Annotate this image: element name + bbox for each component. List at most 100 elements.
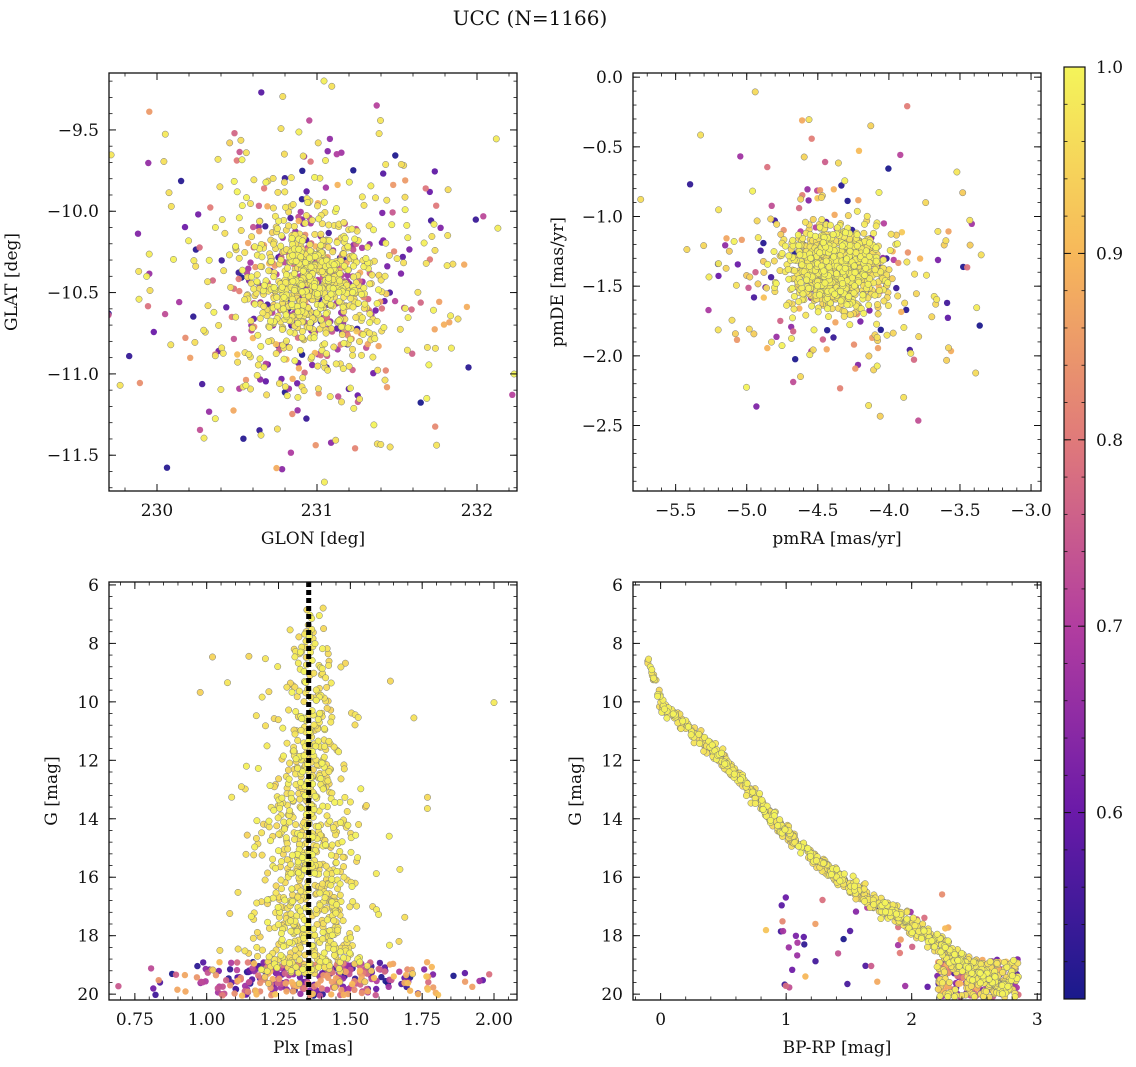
data-point bbox=[281, 970, 289, 977]
data-point bbox=[242, 850, 250, 858]
data-point bbox=[422, 185, 429, 192]
data-point bbox=[834, 950, 842, 957]
data-point bbox=[319, 645, 326, 653]
data-point bbox=[311, 230, 319, 238]
data-point bbox=[372, 870, 380, 878]
data-point bbox=[336, 848, 344, 855]
data-point bbox=[843, 301, 851, 309]
data-point bbox=[811, 232, 819, 240]
data-point bbox=[966, 241, 974, 249]
data-point bbox=[846, 311, 854, 319]
data-point bbox=[325, 274, 333, 282]
data-point bbox=[293, 927, 301, 935]
data-point bbox=[278, 326, 286, 333]
data-point bbox=[326, 962, 333, 970]
data-point bbox=[226, 513, 232, 519]
data-point bbox=[109, 151, 115, 159]
data-point bbox=[321, 743, 328, 750]
figure-title: UCC (N=1166) bbox=[452, 6, 608, 30]
data-point bbox=[312, 742, 320, 750]
data-point bbox=[461, 978, 469, 985]
data-point bbox=[347, 934, 355, 942]
data-point bbox=[347, 295, 355, 302]
data-point bbox=[196, 426, 204, 434]
data-point bbox=[277, 951, 285, 959]
data-point bbox=[109, 311, 112, 319]
data-point bbox=[715, 206, 723, 214]
data-point bbox=[797, 279, 805, 287]
data-point bbox=[898, 229, 906, 236]
data-point bbox=[245, 652, 253, 660]
data-point bbox=[323, 916, 331, 924]
data-point bbox=[200, 326, 208, 334]
y-axis-label: pmDE [mas/yr] bbox=[548, 217, 568, 347]
data-point bbox=[437, 224, 444, 231]
data-point bbox=[251, 843, 259, 851]
data-point bbox=[296, 648, 304, 656]
data-point bbox=[861, 220, 868, 228]
data-point bbox=[275, 775, 283, 783]
data-point bbox=[336, 880, 344, 888]
data-point bbox=[841, 264, 849, 272]
data-point bbox=[241, 947, 249, 955]
data-point bbox=[253, 817, 261, 825]
data-point bbox=[796, 251, 804, 259]
data-point bbox=[792, 356, 799, 363]
data-point bbox=[181, 223, 189, 231]
data-point bbox=[280, 355, 288, 363]
data-point bbox=[260, 363, 268, 371]
data-point bbox=[824, 305, 831, 313]
data-point bbox=[316, 901, 324, 909]
data-point bbox=[283, 392, 291, 400]
data-point bbox=[902, 982, 909, 990]
data-point bbox=[211, 352, 219, 360]
data-point bbox=[798, 117, 806, 124]
data-point bbox=[890, 256, 897, 264]
data-point bbox=[757, 247, 764, 254]
data-point bbox=[383, 196, 391, 204]
data-point bbox=[318, 665, 326, 673]
data-point bbox=[396, 325, 404, 333]
data-point bbox=[369, 353, 377, 361]
data-point bbox=[898, 308, 905, 316]
data-point bbox=[820, 267, 828, 275]
data-point bbox=[490, 699, 498, 707]
data-point bbox=[336, 891, 344, 899]
data-point bbox=[295, 687, 303, 695]
data-point bbox=[767, 274, 775, 281]
data-point bbox=[907, 349, 915, 357]
data-point bbox=[191, 338, 199, 346]
data-point bbox=[256, 355, 264, 363]
data-point bbox=[230, 177, 238, 185]
data-point bbox=[237, 136, 245, 144]
data-point bbox=[322, 310, 330, 318]
y-tick-label: 12 bbox=[77, 751, 99, 771]
data-point bbox=[333, 901, 341, 909]
data-point bbox=[325, 229, 332, 237]
data-point bbox=[322, 862, 330, 870]
data-point bbox=[258, 253, 266, 261]
points-pm bbox=[637, 88, 985, 424]
data-point bbox=[330, 951, 338, 959]
data-point bbox=[872, 244, 880, 252]
data-point bbox=[382, 367, 389, 374]
data-point bbox=[265, 953, 273, 961]
data-point bbox=[327, 718, 335, 726]
data-point bbox=[300, 387, 308, 395]
data-point bbox=[375, 342, 382, 350]
data-point bbox=[216, 183, 224, 191]
data-point bbox=[397, 160, 405, 168]
data-point bbox=[317, 241, 325, 249]
data-point bbox=[904, 249, 912, 256]
data-point bbox=[705, 273, 713, 281]
x-tick-label: −4.5 bbox=[797, 501, 838, 521]
data-point bbox=[333, 151, 340, 158]
data-point bbox=[351, 721, 359, 729]
data-point bbox=[273, 225, 281, 233]
data-point bbox=[217, 386, 225, 393]
data-point bbox=[764, 344, 771, 352]
data-point bbox=[789, 236, 797, 244]
data-point bbox=[420, 239, 428, 247]
data-point bbox=[146, 108, 153, 115]
y-axis-label: G [mag] bbox=[42, 756, 62, 825]
